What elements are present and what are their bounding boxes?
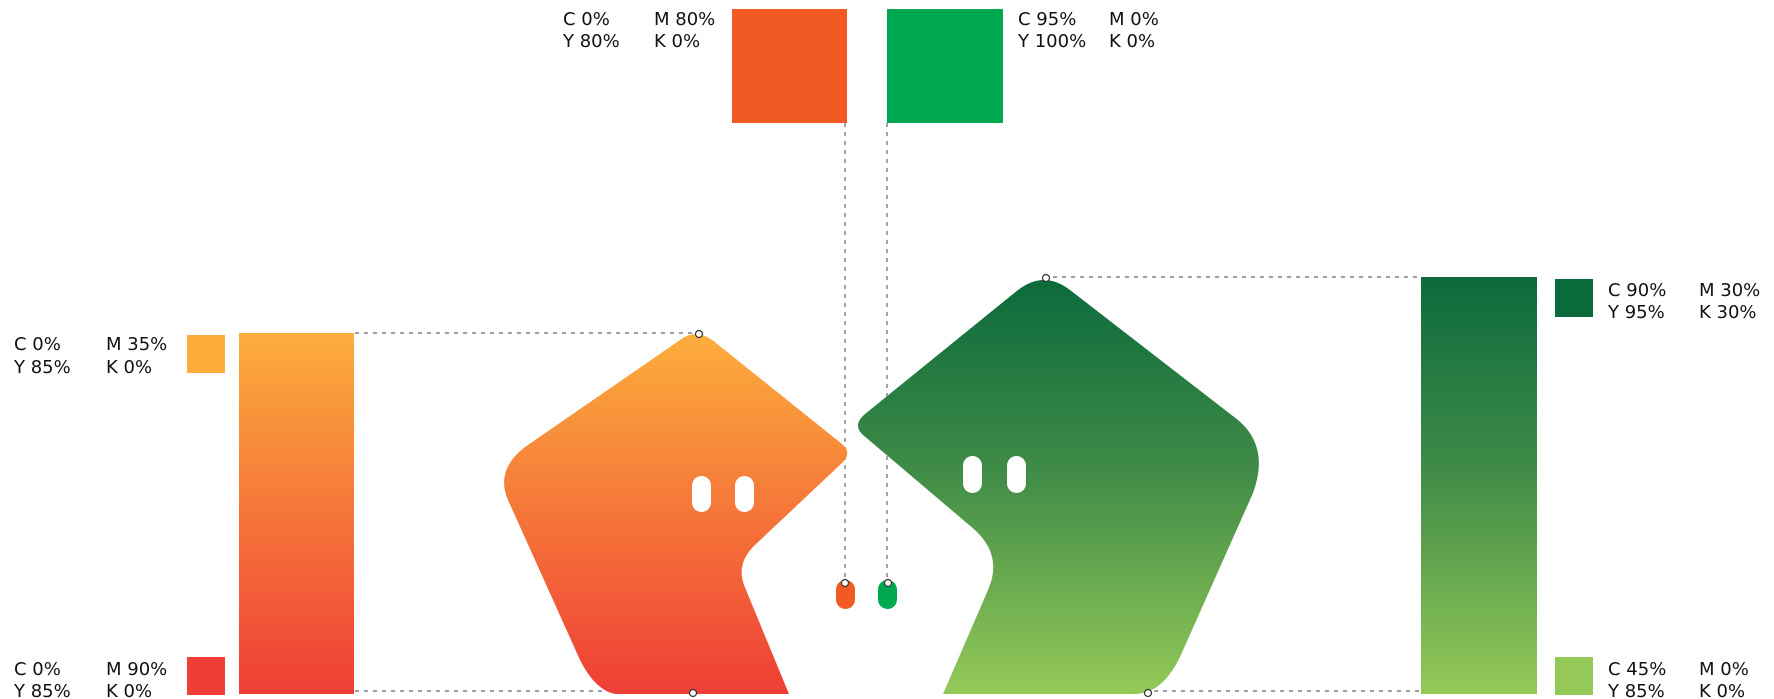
cmyk-c: C 95% [1018, 9, 1076, 30]
cmyk-c: C 0% [563, 9, 610, 30]
node-orange-bottom [688, 688, 698, 698]
orange-mascot-eye-right [735, 476, 754, 512]
cmyk-label-top-green: C 95% M 0% Y 100% K 0% [1017, 9, 1159, 52]
green-mascot-eye-left [963, 456, 982, 493]
cmyk-label-dark-green: C 90% M 30% Y 95% K 30% [1607, 280, 1760, 323]
node-orange-pill [840, 578, 850, 588]
cmyk-m: M 90% [106, 659, 167, 680]
cmyk-y: Y 85% [13, 681, 71, 699]
cmyk-y: Y 100% [1017, 31, 1086, 52]
swatch-top-green [887, 9, 1003, 123]
cmyk-label-red: C 0% M 90% Y 85% K 0% [13, 659, 167, 699]
cmyk-k: K 0% [1109, 31, 1155, 52]
cmyk-c: C 90% [1608, 280, 1666, 301]
cmyk-y: Y 85% [1607, 681, 1665, 699]
cmyk-m: M 0% [1699, 659, 1749, 680]
orange-gradient-bar [239, 333, 354, 694]
cmyk-label-light-green: C 45% M 0% Y 85% K 0% [1607, 659, 1749, 699]
cmyk-c: C 0% [14, 334, 61, 355]
orange-mascot-eye-left [692, 476, 711, 512]
swatch-top-orange [732, 9, 847, 123]
cmyk-c: C 45% [1608, 659, 1666, 680]
swatch-red [187, 657, 225, 695]
guide-nodes [688, 273, 1153, 698]
swatch-dark-green [1555, 279, 1593, 317]
cmyk-k: K 30% [1699, 302, 1757, 323]
node-orange-top [694, 329, 704, 339]
cmyk-k: K 0% [654, 31, 700, 52]
cmyk-m: M 80% [654, 9, 715, 30]
cmyk-label-light-orange: C 0% M 35% Y 85% K 0% [13, 334, 167, 378]
green-mascot-eye-right [1007, 456, 1026, 493]
orange-pentagon-mascot-icon [504, 334, 848, 694]
green-pill-marker [878, 580, 897, 609]
orange-pill-marker [836, 580, 855, 609]
cmyk-y: Y 95% [1607, 302, 1665, 323]
cmyk-k: K 0% [106, 357, 152, 378]
swatch-light-green [1555, 657, 1593, 695]
swatch-light-orange [187, 335, 225, 373]
green-gradient-bar [1421, 277, 1537, 694]
cmyk-m: M 0% [1109, 9, 1159, 30]
cmyk-label-top-orange: C 0% M 80% Y 80% K 0% [562, 9, 715, 52]
cmyk-k: K 0% [1699, 681, 1745, 699]
node-green-bottom [1143, 688, 1153, 698]
cmyk-m: M 30% [1699, 280, 1760, 301]
cmyk-y: Y 80% [562, 31, 620, 52]
cmyk-c: C 0% [14, 659, 61, 680]
cmyk-m: M 35% [106, 334, 167, 355]
cmyk-y: Y 85% [13, 357, 71, 378]
cmyk-k: K 0% [106, 681, 152, 699]
node-green-top [1041, 273, 1051, 283]
node-green-pill [883, 578, 893, 588]
green-pentagon-mascot-icon [857, 280, 1259, 694]
